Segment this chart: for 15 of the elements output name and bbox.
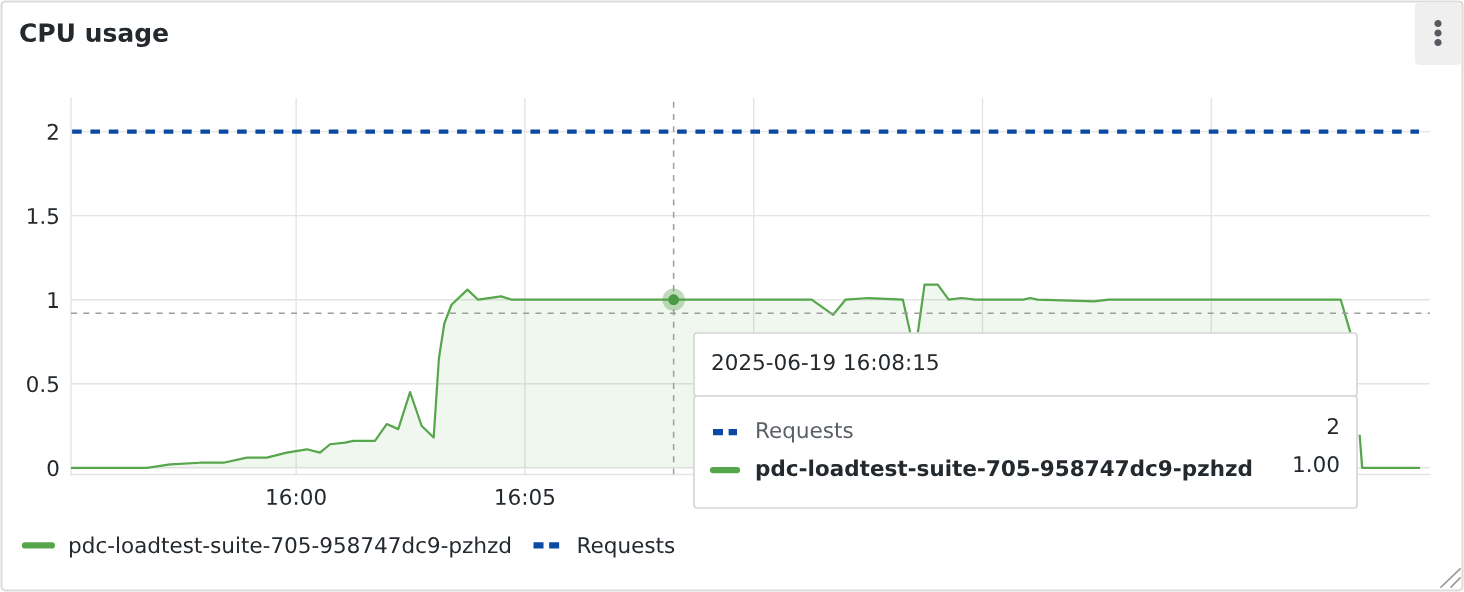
x-tick-label: 16:00 <box>267 488 326 506</box>
annotation: 2025-06-19 16:08:15 <box>712 353 938 371</box>
y-tick-label: 0.5 <box>27 375 59 393</box>
annotation: 2 <box>1327 417 1338 434</box>
y-tick-label: 1 <box>48 292 58 308</box>
annotation: 1.00 <box>1294 455 1339 473</box>
legend-label: pdc-loadtest-suite-705-958747dc9-pzhzd <box>70 536 511 558</box>
legend-label: Requests <box>578 537 675 558</box>
y-tick-label: 1.5 <box>28 208 59 225</box>
annotation: pdc-loadtest-suite-705-958747dc9-pzhzd <box>756 459 1252 481</box>
chart-title: CPU usage <box>20 23 168 48</box>
y-tick-label: 0 <box>47 459 59 477</box>
annotation: Requests <box>757 422 853 443</box>
x-tick-label: 16:05 <box>496 488 555 506</box>
y-tick-label: 2 <box>47 123 58 140</box>
